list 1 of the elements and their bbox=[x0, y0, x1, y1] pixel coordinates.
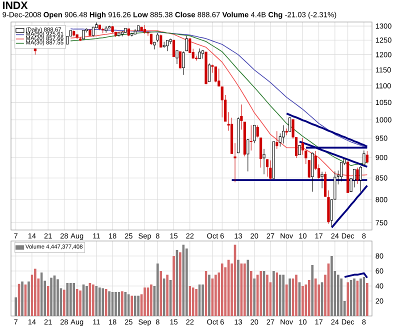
chart-title: INDX bbox=[2, 1, 28, 9]
